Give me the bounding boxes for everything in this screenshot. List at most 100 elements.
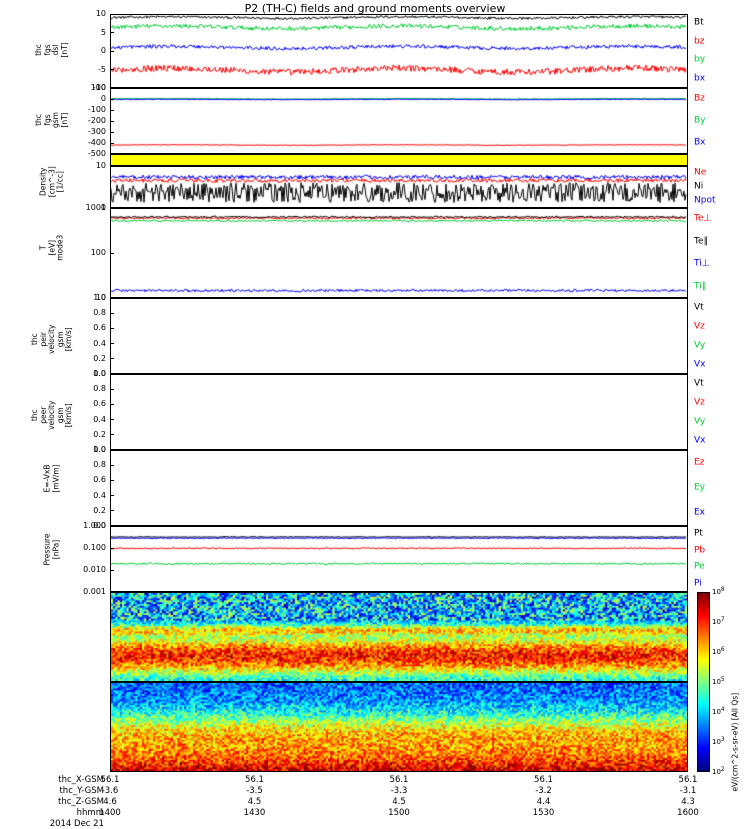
legend-item: Ne [694,167,707,178]
y-tick-mark [110,449,114,451]
y-tick-label: 10 [95,9,106,18]
y-tick-mark [110,120,114,122]
x-tick-label: 4.5 [392,797,406,807]
legend-fgs-gsm: Bz By Bx [694,88,750,154]
legend-item: Bt [694,17,704,28]
plot-canvas-density [111,167,687,207]
legend-pressure: Pt Pb Pe Pi [694,526,750,592]
legend-density: Ne Ni Npot [694,166,750,208]
panel-temperature [110,208,688,298]
y-tick-label: 0.010 [83,565,106,574]
page-title: P2 (TH-C) fields and ground moments over… [244,2,506,15]
y-tick-label: 0.100 [83,543,106,552]
x-tick-label: -3.2 [535,786,552,796]
legend-item: Pi [694,578,702,589]
y-tick-mark [110,32,114,33]
colorbar-tick-label: 103 [712,736,725,747]
x-axis-row-label: thc_Z-GSM [57,797,104,807]
y-tick-label: 0.8 [93,460,106,470]
plot-canvas-fgs-dsl [111,15,687,87]
x-tick-label: 56.1 [100,775,120,785]
y-tick-label: 0.6 [93,399,106,409]
y-tick-label: 0.4 [93,414,106,424]
legend-item: Npot [694,195,716,206]
y-tick-label: 1.0 [93,445,106,454]
y-tick-mark [110,495,114,497]
y-tick-label: -10 [92,83,106,92]
ylabels-peer-velocity: 0.0 0.2 0.4 0.6 0.8 1.0 [70,370,106,454]
legend-item: Vy [694,340,706,350]
plot-canvas-pressure [111,527,687,591]
legend-peer-velocity: Vt Vz Vy Vx [694,374,750,450]
legend-item: Bz [694,93,705,104]
panel-pressure [110,526,688,592]
y-tick-mark [110,312,114,314]
y-tick-mark [110,131,114,133]
legend-item: Vz [694,321,705,331]
ylabels-pressure: 0.001 0.010 0.100 1.000 [70,522,106,596]
y-tick-label: -5 [98,64,106,74]
ylabels-fgs-dsl: -10 -5 0 5 10 [70,10,106,92]
colorbar-tick-label: 105 [712,676,725,687]
colorbar-tick-label: 102 [712,766,725,777]
legend-item: Pt [694,528,703,539]
ylabels-density: 1 10 [70,162,106,212]
x-tick-label: -3.3 [390,786,408,796]
y-tick-label: 0 [100,46,106,55]
y-tick-label: 0.6 [93,323,106,333]
y-tick-label: 0.8 [93,384,106,394]
legend-item: bz [694,36,705,47]
x-tick-label: 1430 [243,808,266,818]
y-tick-mark [110,98,114,100]
legend-item: Vy [694,416,706,426]
colorbar-gradient [697,592,710,772]
y-tick-mark [110,464,114,466]
legend-item: Vt [694,378,704,388]
legend-item: Te∥ [694,236,709,247]
legend-item: Ti⊥ [694,258,710,269]
legend-item: Pb [694,545,706,556]
legend-item: Vx [694,435,706,445]
plot-canvas-yellow-bar [111,155,687,165]
x-tick-label: 4.4 [536,797,551,807]
panel-peir-eflux [110,592,688,682]
legend-item: Bx [694,137,706,148]
y-tick-label: -300 [87,127,106,136]
y-tick-mark [110,343,114,345]
y-tick-label: 0.2 [93,505,106,515]
y-tick-mark [110,373,114,375]
y-tick-label: 1.000 [83,521,106,530]
legend-item: Vz [694,397,705,407]
colorbar-tick-label: 104 [712,706,725,717]
y-tick-label: 0.2 [93,429,106,439]
ylabels-efield: 0.0 0.2 0.4 0.6 0.8 1.0 [70,446,106,530]
x-tick-label: -3.5 [246,786,263,796]
plot-canvas-temperature [111,209,687,297]
y-tick-label: 0 [100,94,106,103]
plot-canvas-peer-eflux [111,683,687,771]
y-tick-mark [110,297,114,299]
y-tick-label: 1.0 [93,293,106,302]
panel-peer-eflux [110,682,688,772]
legend-item: Ni [694,181,704,192]
panel-yellow-bar [110,154,688,166]
plot-canvas-peir-velocity [111,299,687,373]
ylabels-temperature: 10 100 1000 [70,204,106,302]
y-tick-mark [110,207,114,209]
y-tick-mark [110,50,114,52]
y-tick-mark [110,87,114,89]
y-tick-label: 100 [90,83,106,92]
legend-temperature: Te⊥ Te∥ Ti⊥ Ti∥ [694,208,750,298]
x-tick-label: 56.1 [389,775,409,785]
colorbar-tick-label: 107 [712,616,725,627]
y-tick-label: 0.0 [93,521,106,530]
legend-item: By [694,115,706,126]
legend-item: Ez [694,457,705,468]
ylabels-peir-velocity: 0.0 0.2 0.4 0.6 0.8 1.0 [70,294,106,378]
y-tick-label: 1.0 [93,369,106,378]
y-tick-mark [110,510,114,512]
panel-peir-velocity [110,298,688,374]
y-tick-mark [110,69,114,70]
y-tick-label: 10 [95,161,106,170]
panel-efield [110,450,688,526]
